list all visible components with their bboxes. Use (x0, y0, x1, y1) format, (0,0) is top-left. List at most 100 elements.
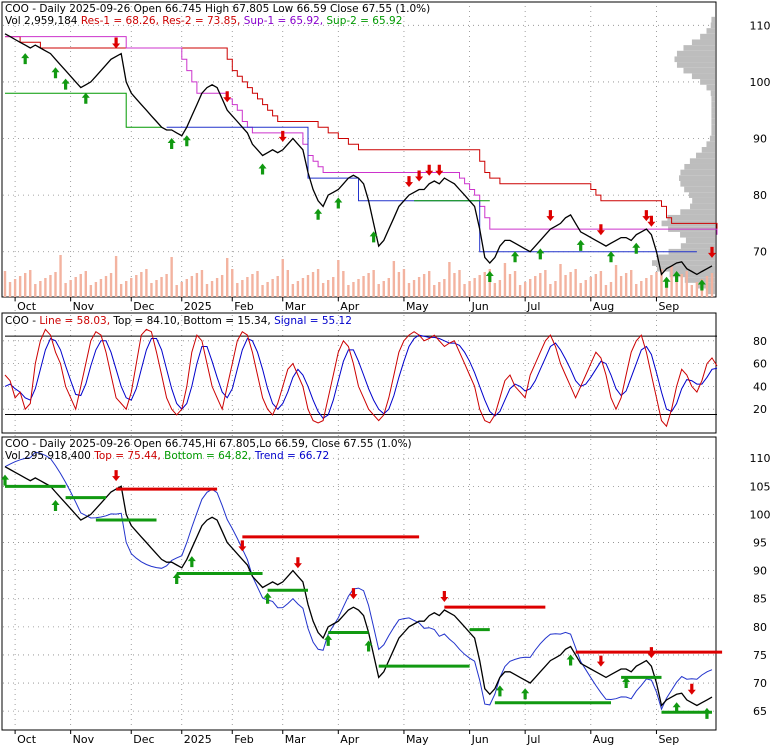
x-tick-label: Mar (285, 733, 306, 745)
volume-bar (29, 270, 32, 297)
trend-grid (3, 439, 715, 734)
volume-profile-bar (676, 50, 715, 57)
x-tick-label: Aug (593, 300, 614, 313)
volume-bar (372, 270, 375, 297)
buy-arrow (314, 208, 323, 220)
volume-bar (599, 271, 603, 297)
volume-bar (261, 285, 264, 297)
buy-arrow (495, 685, 504, 697)
volume-bar (554, 281, 557, 297)
volume-bar (296, 281, 300, 297)
volume-bar (145, 269, 148, 297)
volume-bar (438, 282, 441, 297)
sell-arrow (293, 557, 302, 569)
trend-y-ticks: 65 70 75 80 85 90 95 100 105 110 (750, 452, 771, 718)
volume-bar (443, 279, 446, 297)
volume-profile-bar (683, 45, 715, 51)
x-tick-label: Dec (133, 300, 154, 313)
y-tick-label: 20 (753, 403, 767, 416)
volume-bar (84, 271, 87, 297)
volume-profile-bar (689, 158, 715, 164)
volume-bar (347, 285, 350, 297)
buy-arrow (324, 634, 333, 646)
volume-bar (79, 274, 82, 297)
trend-arrows (1, 470, 711, 719)
sell-arrow (112, 37, 121, 49)
buy-arrow (566, 654, 575, 666)
volume-profile-bar (711, 124, 715, 131)
volume-bar (109, 273, 113, 297)
volume-bar (311, 272, 315, 297)
volume-bar (448, 262, 451, 297)
volume-profile-bar (680, 231, 715, 238)
sell-arrow (546, 210, 555, 222)
sell-arrow (415, 170, 424, 182)
y-tick-label: 110 (750, 452, 771, 465)
volume-bar (433, 285, 436, 297)
volume-bar (624, 273, 628, 297)
volume-bar (463, 284, 466, 297)
volume-bar (34, 284, 37, 297)
volume-bar (478, 275, 481, 297)
volume-bar (645, 278, 648, 297)
volume-bar (710, 273, 714, 297)
label-part: Sup-2 = 65.92 (323, 15, 402, 27)
volume-bar (64, 283, 67, 297)
sell-arrow (440, 590, 449, 602)
volume-bar (523, 282, 527, 297)
volume-profile-bar (685, 237, 715, 244)
volume-profile-bar (701, 147, 715, 153)
volume-bar (104, 276, 108, 297)
buy-arrow (263, 592, 272, 604)
volume-bar (483, 272, 486, 297)
volume-bar (468, 281, 471, 297)
volume-profile-bar (688, 192, 715, 198)
sell-arrow (223, 91, 232, 103)
trend-panel: 65 70 75 80 85 90 95 100 105 110 COO - Daily 2025… (1, 436, 771, 734)
buy-arrow (485, 271, 494, 283)
volume-bar (660, 269, 663, 297)
volume-bar (367, 273, 370, 297)
volume-bar (362, 276, 365, 297)
volume-bar (140, 272, 143, 297)
volume-profile-bar (680, 243, 715, 249)
volume-bar (327, 280, 330, 297)
buy-arrow (21, 53, 30, 65)
price-panel: 70 80 90 100 110 COO - Daily 2025-09-26 Open… (1, 1, 771, 303)
sell-arrow (596, 655, 605, 667)
x-tick-label: May (406, 733, 429, 745)
trend-line (4, 451, 713, 711)
sell-arrow (435, 164, 444, 176)
volume-bar (175, 285, 178, 297)
buy-arrow (61, 78, 70, 90)
volume-bar (99, 279, 103, 297)
y-tick-label: 80 (753, 335, 767, 348)
volume-bar (690, 285, 693, 297)
volume-bar (412, 280, 416, 297)
x-tick-label: Apr (340, 733, 360, 745)
volume-bar (69, 280, 72, 297)
volume-bar (387, 278, 390, 297)
volume-profile-bar (692, 197, 715, 204)
volume-profile-bar (711, 118, 715, 125)
price-y-ticks: 70 80 90 100 110 (750, 19, 771, 258)
x-tick-label: Nov (73, 733, 95, 745)
volume-profile-bar (710, 22, 715, 29)
volume-profile-bar (700, 79, 715, 85)
x-axis-bottom: Oct Nov Dec 2025 Feb Mar Apr May Jun Jul Aug Sep (14, 730, 679, 746)
volume-bar (119, 284, 123, 297)
volume-bar (286, 270, 289, 297)
x-tick-label: Nov (73, 300, 95, 313)
volume-bar (584, 280, 587, 297)
x-tick-label: Feb (234, 300, 253, 313)
x-tick-label: Feb (234, 733, 253, 745)
volume-bar (135, 275, 138, 297)
volume-bar (498, 280, 502, 297)
volume-bar (18, 276, 22, 297)
volume-bar (518, 285, 522, 297)
volume-bar (316, 269, 320, 297)
volume-bar (337, 260, 340, 297)
label-part: Bottom = 64.82, (161, 450, 252, 462)
volume-bar (680, 274, 683, 297)
